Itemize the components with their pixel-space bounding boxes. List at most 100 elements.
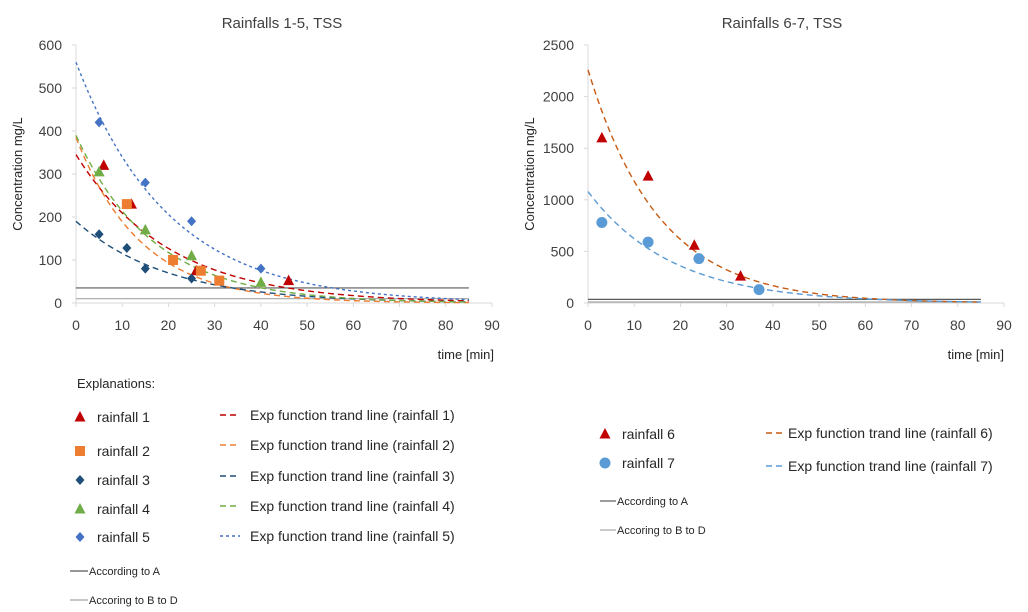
data-point bbox=[94, 117, 104, 128]
y-tick-label: 200 bbox=[39, 209, 63, 225]
y-tick-label: 1500 bbox=[543, 140, 574, 156]
chart-2-ylabel: Concentration mg/L bbox=[522, 117, 537, 230]
x-tick-label: 40 bbox=[765, 317, 781, 333]
legend-trend-label: Exp function trand line (rainfall 4) bbox=[250, 498, 455, 514]
legend-series-label: rainfall 1 bbox=[97, 409, 150, 425]
x-tick-label: 20 bbox=[673, 317, 689, 333]
x-tick-label: 20 bbox=[161, 317, 177, 333]
data-point bbox=[596, 217, 608, 229]
legend-series-label: rainfall 4 bbox=[97, 501, 150, 517]
data-point bbox=[98, 159, 110, 170]
legend-series-label: rainfall 3 bbox=[97, 472, 150, 488]
y-tick-label: 2000 bbox=[543, 89, 574, 105]
data-point bbox=[255, 276, 267, 287]
y-tick-label: 1000 bbox=[543, 192, 574, 208]
legend-marker bbox=[74, 411, 86, 422]
data-point bbox=[186, 249, 198, 261]
x-tick-label: 10 bbox=[626, 317, 642, 333]
data-point bbox=[121, 199, 132, 210]
x-tick-label: 40 bbox=[253, 317, 269, 333]
x-tick-label: 80 bbox=[950, 317, 966, 333]
legend-trend-label: Exp function trand line (rainfall 2) bbox=[250, 437, 455, 453]
chart-1-ylabel: Concentration mg/L bbox=[10, 117, 25, 230]
chart-2-xlabel: time [min] bbox=[948, 347, 1004, 362]
x-tick-label: 80 bbox=[438, 317, 454, 333]
chart-2-plot-area: 0 500 1000 1500 2000 2500 0 10 20 30 40 50 60 70 80 90 bbox=[543, 37, 1012, 333]
legend-trend-label: Exp function trand line (rainfall 5) bbox=[250, 528, 455, 544]
data-point bbox=[93, 165, 105, 177]
data-point bbox=[140, 263, 150, 274]
legend-marker bbox=[75, 532, 85, 542]
chart-1-xlabel: time [min] bbox=[438, 347, 494, 362]
data-point bbox=[140, 177, 150, 188]
y-tick-label: 400 bbox=[39, 123, 63, 139]
x-tick-label: 0 bbox=[584, 317, 592, 333]
data-point bbox=[139, 223, 151, 235]
legend-limit-label: According to A bbox=[89, 566, 161, 578]
chart-2-legend: rainfall 6 rainfall 7 Exp function trand l… bbox=[599, 425, 993, 537]
legend-marker bbox=[75, 475, 85, 485]
y-tick-label: 500 bbox=[551, 243, 575, 259]
legend-trend-label: Exp function trand line (rainfall 1) bbox=[250, 407, 455, 423]
trend-line bbox=[75, 135, 469, 303]
legend-trend-label: Exp function trand line (rainfall 7) bbox=[788, 458, 993, 474]
trend-line bbox=[75, 154, 469, 302]
data-point bbox=[187, 273, 197, 284]
x-tick-label: 70 bbox=[904, 317, 920, 333]
legend-limit-label: Accoring to B to D bbox=[89, 595, 178, 607]
legend-marker bbox=[74, 503, 86, 514]
x-tick-label: 60 bbox=[346, 317, 362, 333]
data-point bbox=[753, 284, 765, 296]
x-tick-label: 50 bbox=[811, 317, 827, 333]
data-point bbox=[693, 253, 705, 265]
y-tick-label: 0 bbox=[54, 295, 62, 311]
legend-series-label: rainfall 5 bbox=[97, 529, 150, 545]
legend-marker bbox=[75, 446, 85, 456]
data-point bbox=[187, 216, 197, 227]
explanations-label: Explanations: bbox=[77, 376, 155, 391]
y-tick-label: 2500 bbox=[543, 37, 574, 53]
chart-rainfalls-6-7: Rainfalls 6-7, TSS Concentration mg/L ti… bbox=[522, 15, 1012, 362]
x-tick-label: 10 bbox=[114, 317, 130, 333]
data-point bbox=[168, 255, 179, 265]
x-tick-label: 90 bbox=[484, 317, 500, 333]
data-point bbox=[214, 275, 225, 286]
x-tick-label: 90 bbox=[996, 317, 1012, 333]
trend-line bbox=[587, 69, 981, 303]
data-point bbox=[642, 236, 654, 248]
data-point bbox=[642, 170, 654, 181]
data-point bbox=[283, 274, 295, 286]
x-tick-label: 0 bbox=[72, 317, 80, 333]
x-tick-label: 60 bbox=[858, 317, 874, 333]
x-tick-label: 50 bbox=[299, 317, 315, 333]
y-tick-label: 100 bbox=[39, 252, 63, 268]
legend-trend-label: Exp function trand line (rainfall 3) bbox=[250, 468, 455, 484]
x-tick-label: 70 bbox=[392, 317, 408, 333]
data-point bbox=[195, 265, 206, 276]
trend-line bbox=[75, 61, 469, 301]
trend-line bbox=[75, 137, 469, 304]
legend-series-label: rainfall 2 bbox=[97, 443, 150, 459]
y-tick-label: 300 bbox=[39, 166, 63, 182]
legend-series-label: rainfall 7 bbox=[622, 455, 675, 471]
x-tick-label: 30 bbox=[719, 317, 735, 333]
chart-2-title: Rainfalls 6-7, TSS bbox=[722, 15, 843, 32]
legend-limit-label: Accoring to B to D bbox=[617, 525, 706, 537]
data-point bbox=[256, 263, 266, 274]
y-tick-label: 500 bbox=[39, 80, 63, 96]
data-point bbox=[94, 229, 104, 240]
legend-limit-label: According to A bbox=[617, 496, 689, 508]
legend-marker bbox=[599, 457, 611, 469]
data-point bbox=[735, 270, 747, 281]
chart-rainfalls-1-5: Rainfalls 1-5, TSS Concentration mg/L ti… bbox=[10, 15, 500, 362]
data-point bbox=[596, 131, 608, 143]
chart-1-title: Rainfalls 1-5, TSS bbox=[222, 15, 343, 32]
chart-1-legend: rainfall 1 rainfall 2 rainfall 3 rainfall 4… bbox=[70, 407, 455, 607]
data-point bbox=[122, 242, 132, 253]
y-tick-label: 600 bbox=[39, 37, 63, 53]
chart-1-plot-area: 0 100 200 300 400 500 600 0 10 20 30 40 50 60 70 80 90 bbox=[39, 37, 500, 333]
x-tick-label: 30 bbox=[207, 317, 223, 333]
y-tick-label: 0 bbox=[566, 295, 574, 311]
